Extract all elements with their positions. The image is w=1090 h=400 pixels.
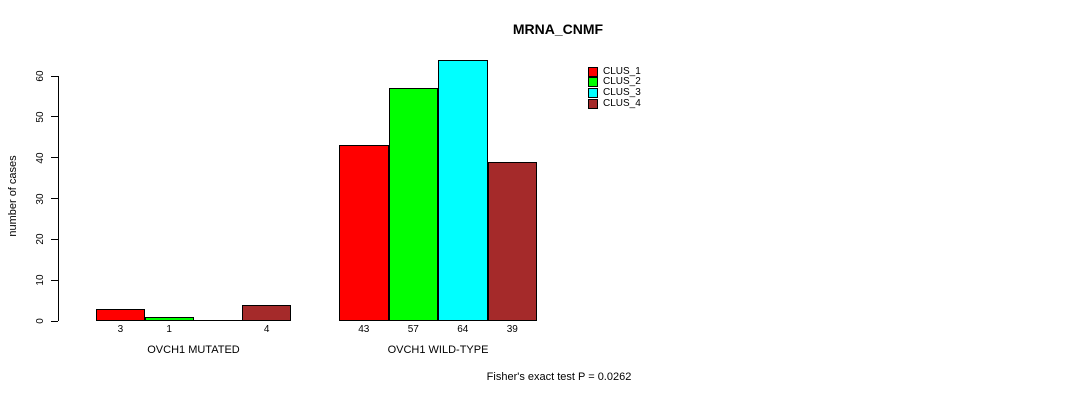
bar-clus_1-wildtype	[339, 145, 389, 321]
bar-clus_1-mutated	[96, 308, 145, 321]
legend-swatch-clus_4	[588, 98, 598, 109]
y-tick-label: 0	[35, 318, 46, 324]
y-tick-mark	[51, 198, 58, 199]
bar-clus_4-mutated	[242, 304, 291, 321]
bar-value-label: 43	[358, 324, 370, 335]
bar-value-label: 64	[457, 324, 469, 335]
legend-label: CLUS_4	[603, 97, 641, 109]
y-tick-label: 10	[35, 274, 46, 286]
y-tick-label: 20	[35, 233, 46, 245]
legend-item: CLUS_4	[588, 98, 641, 109]
chart-title: MRNA_CNMF	[512, 21, 604, 37]
stat-annotation: Fisher's exact test P = 0.0262	[486, 371, 632, 383]
x-category-label: OVCH1 MUTATED	[147, 344, 240, 356]
legend-item: CLUS_2	[588, 77, 641, 88]
legend-swatch-clus_1	[588, 66, 598, 77]
bar-clus_2-wildtype	[388, 88, 438, 321]
bar-value-label: 4	[263, 324, 270, 335]
bar-clus_4-wildtype	[487, 161, 537, 321]
bar-value-label: 39	[506, 324, 518, 335]
y-tick-mark	[51, 279, 58, 281]
y-axis-label: number of cases	[7, 155, 19, 237]
bar-clus_3-wildtype	[438, 59, 488, 321]
legend-item: CLUS_3	[588, 87, 641, 98]
legend-label: CLUS_3	[603, 86, 641, 98]
y-tick-label: 50	[35, 111, 46, 123]
y-tick-label: 60	[35, 70, 46, 82]
y-tick-label: 30	[35, 192, 46, 205]
legend-swatch-clus_2	[588, 77, 598, 88]
y-axis-line	[58, 76, 59, 321]
x-category-label: OVCH1 WILD-TYPE	[387, 344, 489, 356]
legend-swatch-clus_3	[588, 87, 598, 98]
bar-clus_2-mutated	[144, 316, 194, 321]
legend-label: CLUS_1	[603, 65, 641, 77]
bar-value-label: 3	[117, 324, 124, 335]
legend-label: CLUS_2	[603, 76, 641, 88]
bar-value-label: 57	[407, 324, 419, 335]
y-tick-mark	[51, 320, 58, 322]
y-tick-mark	[51, 116, 58, 118]
legend-item: CLUS_1	[588, 66, 641, 77]
y-tick-label: 40	[35, 152, 46, 164]
y-tick-mark	[51, 238, 58, 240]
y-tick-mark	[51, 75, 58, 77]
bar-value-label: 1	[166, 324, 172, 335]
group-baseline	[96, 320, 291, 321]
y-tick-mark	[51, 157, 58, 159]
